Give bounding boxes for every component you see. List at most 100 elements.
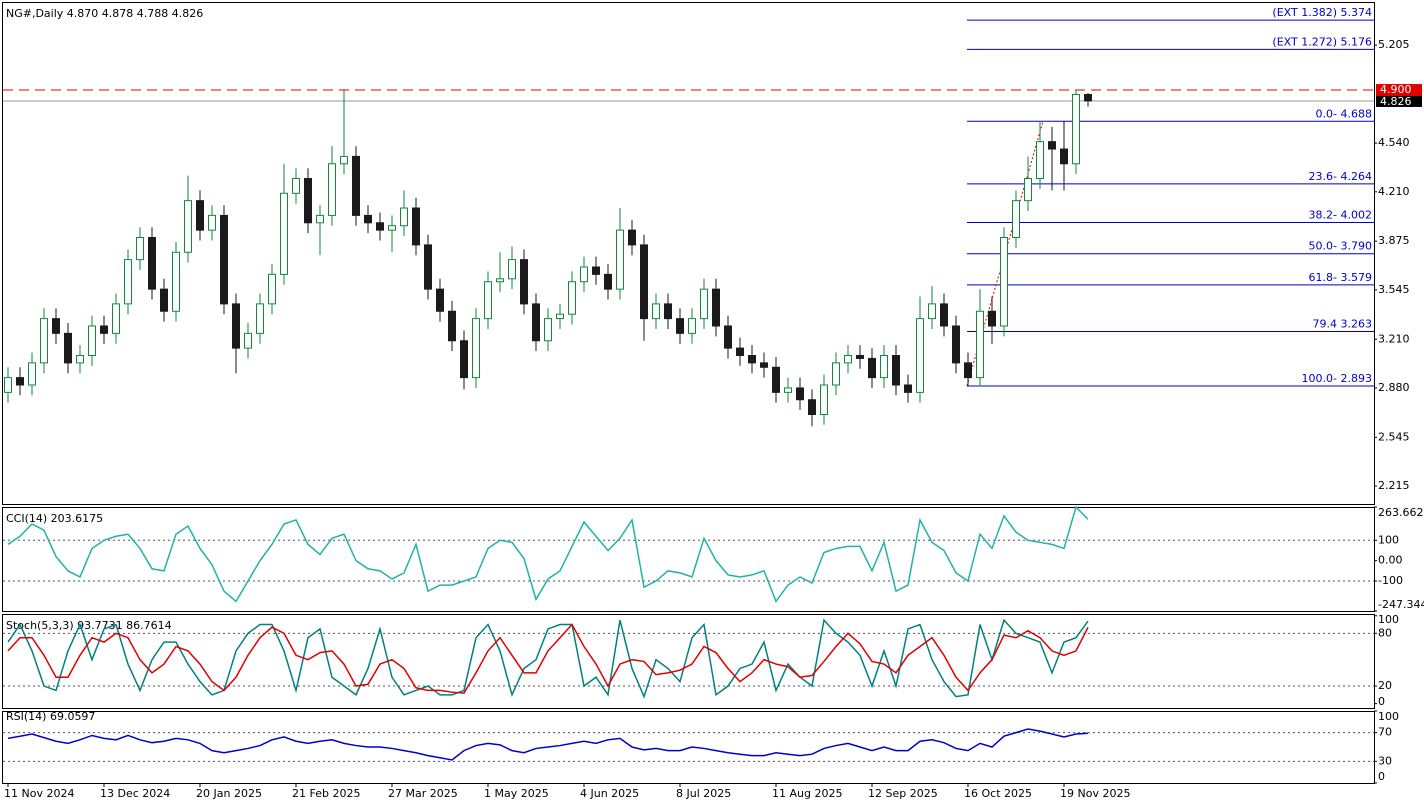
y-tick-label: 3.210 bbox=[1378, 332, 1410, 345]
candle-body bbox=[1024, 178, 1032, 202]
x-tick-label: 8 Jul 2025 bbox=[676, 787, 731, 800]
candle-body bbox=[280, 192, 288, 275]
indicator-title: RSI(14) 69.0597 bbox=[6, 710, 95, 723]
fib-label: 38.2- 4.002 bbox=[1309, 208, 1372, 221]
x-tick-label: 20 Jan 2025 bbox=[196, 787, 262, 800]
indicator-line bbox=[7, 505, 1089, 603]
candle-body bbox=[328, 163, 336, 216]
x-tick-label: 21 Feb 2025 bbox=[292, 787, 360, 800]
candle-body bbox=[904, 384, 912, 393]
stoch-panel bbox=[2, 614, 1375, 709]
candle-body bbox=[724, 325, 732, 349]
candle-body bbox=[772, 366, 780, 393]
fib-label: 0.0- 4.688 bbox=[1316, 107, 1372, 120]
rsi-panel bbox=[2, 711, 1375, 784]
candle-body bbox=[484, 281, 492, 320]
candle-body bbox=[160, 288, 168, 312]
candle-body bbox=[376, 222, 384, 231]
candle-body bbox=[76, 354, 84, 364]
candle-body bbox=[436, 288, 444, 312]
x-tick-label: 12 Sep 2025 bbox=[868, 787, 938, 800]
y-tick-label: 5.205 bbox=[1378, 38, 1410, 51]
candle-body bbox=[1000, 237, 1008, 327]
candle-body bbox=[736, 347, 744, 356]
candle-body bbox=[364, 214, 372, 224]
x-tick-label: 19 Nov 2025 bbox=[1060, 787, 1130, 800]
candle-body bbox=[16, 377, 24, 386]
candle-body bbox=[508, 259, 516, 280]
x-tick-label: 27 Mar 2025 bbox=[388, 787, 458, 800]
candle-body bbox=[928, 303, 936, 320]
y-tick-label: 3.545 bbox=[1378, 283, 1410, 296]
fib-label: 23.6- 4.264 bbox=[1309, 170, 1372, 183]
candle-body bbox=[916, 318, 924, 393]
resistance-label: 4.900 bbox=[1380, 83, 1412, 96]
fib-label: 100.0- 2.893 bbox=[1302, 372, 1372, 385]
candle-body bbox=[244, 332, 252, 349]
indicator-line bbox=[7, 618, 1089, 699]
indicator-line bbox=[7, 728, 1089, 761]
candle-body bbox=[1048, 141, 1056, 150]
y-tick-label: 4.210 bbox=[1378, 185, 1410, 198]
candle-body bbox=[148, 237, 156, 290]
candle-body bbox=[232, 303, 240, 349]
candle-body bbox=[220, 214, 228, 305]
y-tick-label: 0.00 bbox=[1378, 554, 1403, 567]
candle-body bbox=[28, 362, 36, 386]
candle-body bbox=[412, 207, 420, 246]
candle-body bbox=[424, 244, 432, 290]
candle-body bbox=[1072, 93, 1080, 165]
candle-body bbox=[448, 310, 456, 342]
y-tick-label: 80 bbox=[1378, 626, 1392, 639]
candle-body bbox=[808, 399, 816, 415]
candle-body bbox=[316, 214, 324, 224]
candle-body bbox=[460, 340, 468, 379]
fib-label: 79.4 3.263 bbox=[1313, 317, 1372, 330]
candle-body bbox=[340, 155, 348, 165]
candle-body bbox=[1012, 200, 1020, 239]
candle-body bbox=[256, 303, 264, 334]
candle-body bbox=[568, 281, 576, 315]
chart-header: NG#,Daily 4.870 4.878 4.788 4.826 bbox=[6, 7, 203, 20]
candle-body bbox=[532, 303, 540, 342]
candle-body bbox=[880, 354, 888, 379]
y-tick-label: 4.540 bbox=[1378, 136, 1410, 149]
candle-body bbox=[940, 303, 948, 327]
indicator-title: CCI(14) 203.6175 bbox=[6, 512, 103, 525]
y-tick-label: 2.880 bbox=[1378, 381, 1410, 394]
candle-body bbox=[1060, 148, 1068, 165]
x-tick-label: 13 Dec 2024 bbox=[100, 787, 170, 800]
y-tick-label: 263.662 bbox=[1378, 506, 1424, 519]
candle-body bbox=[472, 318, 480, 379]
candle-body bbox=[184, 200, 192, 253]
candle-body bbox=[352, 155, 360, 216]
y-tick-label: 100 bbox=[1378, 613, 1399, 626]
y-tick-label: 0 bbox=[1378, 770, 1385, 783]
x-tick-label: 1 May 2025 bbox=[484, 787, 549, 800]
candle-body bbox=[208, 214, 216, 231]
y-tick-label: 100 bbox=[1378, 710, 1399, 723]
candle-body bbox=[652, 303, 660, 320]
candle-body bbox=[664, 303, 672, 320]
candle-body bbox=[292, 178, 300, 194]
candle-body bbox=[892, 354, 900, 386]
candle-body bbox=[172, 251, 180, 312]
x-tick-label: 11 Nov 2024 bbox=[4, 787, 74, 800]
candle-body bbox=[268, 273, 276, 305]
candle-body bbox=[388, 225, 396, 231]
x-tick-label: 4 Jun 2025 bbox=[580, 787, 639, 800]
candle-body bbox=[712, 288, 720, 327]
candle-body bbox=[640, 244, 648, 320]
candle-body bbox=[796, 387, 804, 401]
candle-body bbox=[124, 259, 132, 305]
y-tick-label: 70 bbox=[1378, 726, 1392, 739]
candle-body bbox=[760, 362, 768, 368]
candle-body bbox=[112, 303, 120, 334]
indicator-line bbox=[7, 623, 1089, 694]
y-tick-label: 20 bbox=[1378, 679, 1392, 692]
candle-body bbox=[832, 362, 840, 386]
y-tick-label: 30 bbox=[1378, 754, 1392, 767]
candle-body bbox=[952, 325, 960, 364]
candle-body bbox=[592, 266, 600, 275]
